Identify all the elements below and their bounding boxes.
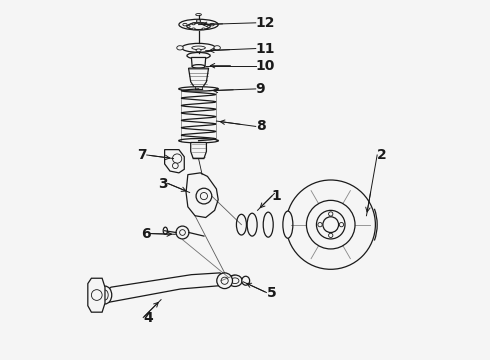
Ellipse shape bbox=[207, 26, 210, 27]
Circle shape bbox=[92, 290, 102, 300]
Ellipse shape bbox=[192, 28, 195, 30]
Ellipse shape bbox=[237, 214, 246, 235]
Circle shape bbox=[200, 193, 207, 200]
Text: 4: 4 bbox=[143, 311, 153, 324]
Ellipse shape bbox=[247, 213, 257, 236]
Circle shape bbox=[176, 226, 189, 239]
Ellipse shape bbox=[283, 211, 293, 238]
Ellipse shape bbox=[202, 28, 205, 30]
Circle shape bbox=[339, 222, 343, 227]
Circle shape bbox=[306, 201, 355, 249]
Polygon shape bbox=[165, 150, 184, 173]
Text: 8: 8 bbox=[256, 120, 266, 134]
Text: 10: 10 bbox=[256, 59, 275, 73]
Ellipse shape bbox=[187, 23, 210, 30]
Polygon shape bbox=[191, 143, 206, 158]
Polygon shape bbox=[189, 68, 209, 87]
Ellipse shape bbox=[214, 46, 220, 50]
Circle shape bbox=[329, 233, 333, 238]
Ellipse shape bbox=[196, 49, 201, 52]
Circle shape bbox=[221, 277, 228, 284]
Ellipse shape bbox=[196, 27, 201, 30]
Text: 5: 5 bbox=[267, 285, 276, 300]
Ellipse shape bbox=[210, 23, 214, 26]
Ellipse shape bbox=[102, 290, 108, 300]
Ellipse shape bbox=[187, 53, 210, 59]
Ellipse shape bbox=[179, 139, 219, 143]
Circle shape bbox=[323, 217, 339, 233]
Text: 1: 1 bbox=[272, 189, 282, 203]
Text: 12: 12 bbox=[256, 16, 275, 30]
Circle shape bbox=[172, 163, 178, 168]
Text: 7: 7 bbox=[137, 148, 147, 162]
Circle shape bbox=[217, 273, 232, 289]
Polygon shape bbox=[100, 273, 225, 302]
Ellipse shape bbox=[231, 278, 239, 284]
Text: 3: 3 bbox=[159, 176, 168, 190]
Circle shape bbox=[180, 230, 185, 235]
Ellipse shape bbox=[242, 276, 249, 285]
Text: 6: 6 bbox=[141, 226, 150, 240]
Circle shape bbox=[196, 188, 212, 204]
Ellipse shape bbox=[179, 87, 219, 91]
Ellipse shape bbox=[182, 43, 216, 52]
Ellipse shape bbox=[187, 26, 190, 27]
Ellipse shape bbox=[263, 212, 273, 237]
Ellipse shape bbox=[192, 23, 195, 25]
Polygon shape bbox=[192, 58, 206, 66]
Ellipse shape bbox=[163, 227, 168, 234]
Circle shape bbox=[317, 210, 345, 239]
Polygon shape bbox=[186, 173, 218, 217]
Ellipse shape bbox=[196, 14, 201, 16]
Ellipse shape bbox=[202, 23, 205, 25]
Circle shape bbox=[286, 180, 375, 269]
Text: 11: 11 bbox=[256, 41, 275, 55]
Ellipse shape bbox=[196, 20, 201, 22]
Ellipse shape bbox=[177, 46, 183, 50]
Ellipse shape bbox=[98, 290, 103, 300]
Ellipse shape bbox=[228, 275, 242, 287]
Text: 9: 9 bbox=[256, 82, 266, 96]
Circle shape bbox=[172, 154, 182, 163]
Ellipse shape bbox=[183, 23, 187, 26]
Ellipse shape bbox=[98, 286, 112, 304]
Polygon shape bbox=[88, 278, 105, 312]
Circle shape bbox=[329, 212, 333, 216]
Text: 2: 2 bbox=[377, 148, 387, 162]
Circle shape bbox=[318, 222, 322, 227]
Ellipse shape bbox=[192, 64, 205, 68]
